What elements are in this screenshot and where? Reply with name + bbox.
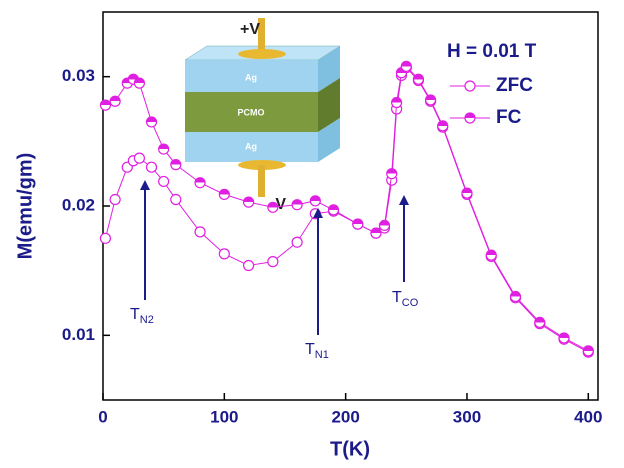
data-point [170, 159, 182, 171]
y-tick-label: 0.01 [62, 325, 95, 344]
data-point [194, 177, 206, 189]
x-tick-label: 300 [453, 407, 481, 426]
annotation-subscript: CO [402, 297, 419, 309]
annotation: TN1 [305, 341, 329, 361]
data-point [386, 168, 398, 180]
annotation-text: T [130, 306, 140, 323]
data-point [582, 345, 594, 357]
x-axis-label: T(K) [330, 438, 370, 460]
annotation: TCO [392, 289, 419, 309]
data-point [509, 290, 522, 303]
data-point [327, 204, 340, 216]
x-tick-label: 200 [331, 407, 359, 426]
data-point [424, 94, 437, 106]
annotation-subscript: N1 [315, 349, 329, 361]
x-tick-label: 0 [98, 407, 107, 426]
inset-layer: Ag [245, 72, 257, 82]
data-point [194, 226, 206, 238]
data-point [170, 193, 182, 206]
data-point [109, 193, 121, 206]
inset-device: +V -V Ag PCMO Ag [184, 18, 341, 213]
data-point [242, 259, 255, 272]
data-point [534, 316, 546, 328]
data-point [558, 332, 570, 344]
data-point [412, 73, 425, 85]
data-point [291, 236, 303, 248]
data-point [218, 188, 230, 200]
field-label: H = 0.01 T [447, 41, 537, 62]
data-point [133, 77, 145, 89]
inset-layer: Ag [245, 141, 257, 151]
legend-marker [464, 112, 476, 124]
arrow-head [140, 180, 150, 190]
data-point [400, 60, 412, 72]
data-point [267, 201, 279, 213]
inset-layer: PCMO [238, 107, 265, 117]
arrow-head [313, 208, 323, 218]
data-point [485, 249, 497, 261]
data-point [378, 219, 391, 231]
data-point [391, 96, 403, 109]
plot-frame [102, 11, 599, 401]
legend-label: ZFC [496, 75, 533, 96]
data-point [218, 248, 230, 260]
arrow-head [399, 195, 409, 205]
data-point [158, 143, 170, 155]
data-point [352, 218, 364, 230]
legend-label: FC [496, 107, 522, 128]
data-point [267, 256, 279, 268]
annotation-text: T [392, 289, 402, 306]
annotation-subscript: N2 [140, 314, 154, 326]
data-point [158, 175, 170, 188]
y-tick-label: 0.02 [62, 195, 95, 214]
inset-top-voltage: +V [240, 21, 260, 38]
data-point [99, 99, 112, 111]
data-point [242, 196, 255, 208]
y-tick-label: 0.03 [62, 66, 95, 85]
legend-marker [464, 80, 476, 92]
data-point [370, 227, 382, 239]
x-tick-label: 400 [574, 407, 602, 426]
data-point [145, 116, 158, 128]
x-tick-label: 100 [210, 407, 238, 426]
data-point [145, 161, 158, 173]
data-point [309, 195, 321, 207]
data-point [291, 199, 303, 211]
annotation-text: T [305, 341, 315, 358]
data-point [109, 95, 121, 107]
y-axis-label: M(emu/gm) [14, 153, 36, 260]
data-point [133, 152, 145, 164]
data-point [99, 232, 112, 244]
data-point [437, 120, 449, 132]
annotation: TN2 [130, 306, 154, 326]
data-point [461, 187, 473, 199]
